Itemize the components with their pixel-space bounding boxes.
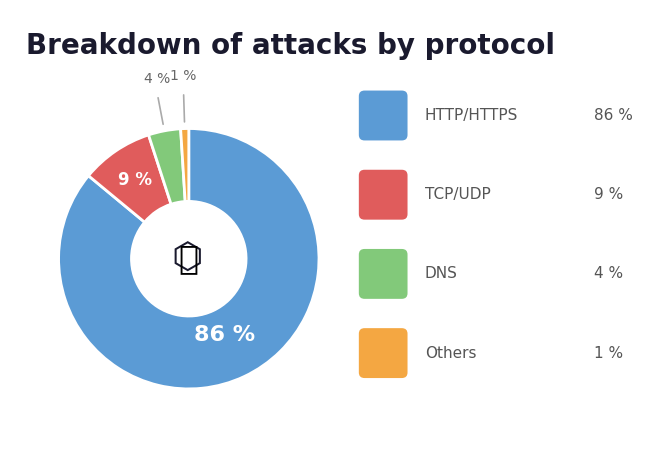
- Wedge shape: [148, 129, 185, 204]
- Text: 1 %: 1 %: [594, 346, 623, 361]
- Wedge shape: [59, 128, 319, 389]
- Text: Others: Others: [424, 346, 477, 361]
- Text: HTTP/HTTPS: HTTP/HTTPS: [424, 108, 518, 123]
- Text: 9 %: 9 %: [118, 171, 152, 189]
- Text: 86 %: 86 %: [594, 108, 633, 123]
- FancyBboxPatch shape: [359, 91, 408, 140]
- Text: DNS: DNS: [424, 267, 458, 281]
- Text: 4 %: 4 %: [145, 72, 171, 86]
- Text: 4 %: 4 %: [594, 267, 623, 281]
- Text: 86 %: 86 %: [194, 325, 255, 345]
- FancyBboxPatch shape: [359, 328, 408, 378]
- Wedge shape: [180, 128, 189, 201]
- FancyBboxPatch shape: [359, 170, 408, 219]
- Text: ⬡: ⬡: [172, 242, 203, 276]
- Wedge shape: [89, 135, 171, 222]
- Text: Breakdown of attacks by protocol: Breakdown of attacks by protocol: [26, 32, 555, 61]
- Text: 1 %: 1 %: [171, 69, 197, 83]
- Text: TCP/UDP: TCP/UDP: [424, 187, 490, 202]
- FancyBboxPatch shape: [359, 249, 408, 299]
- Circle shape: [132, 201, 246, 316]
- Text: 9 %: 9 %: [594, 187, 623, 202]
- Text: 🛡: 🛡: [179, 242, 199, 275]
